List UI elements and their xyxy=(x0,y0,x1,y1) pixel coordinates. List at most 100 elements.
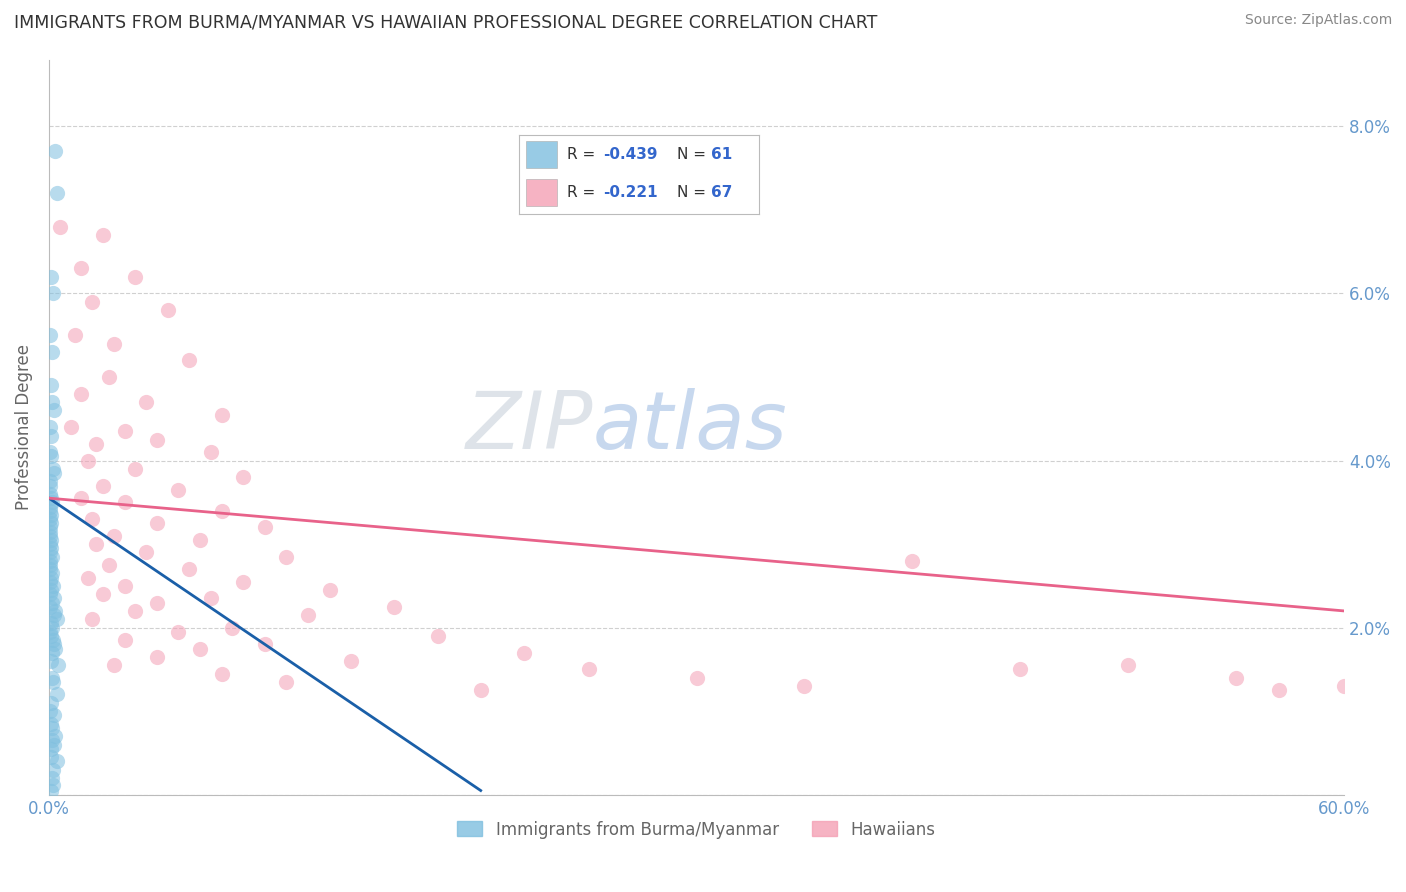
Point xyxy=(70,261,93,276)
Point xyxy=(1010,662,1032,676)
Point xyxy=(42,708,65,723)
Point xyxy=(41,733,63,747)
Point xyxy=(59,420,82,434)
Point xyxy=(470,683,492,698)
Point xyxy=(38,537,60,551)
Point xyxy=(41,395,63,409)
Point xyxy=(76,570,98,584)
Point xyxy=(103,658,125,673)
Point xyxy=(297,608,319,623)
Point xyxy=(91,227,114,242)
Point xyxy=(82,294,104,309)
Point xyxy=(211,666,233,681)
Point xyxy=(41,771,63,785)
Point xyxy=(188,641,211,656)
Point xyxy=(156,303,179,318)
Text: -0.439: -0.439 xyxy=(603,147,658,161)
Point xyxy=(124,604,146,618)
Point xyxy=(44,403,66,417)
Point xyxy=(1333,679,1355,693)
Point xyxy=(39,562,62,576)
Point xyxy=(63,328,86,343)
Point xyxy=(39,500,62,514)
Text: N =: N = xyxy=(678,185,711,200)
Point xyxy=(44,145,66,159)
Point xyxy=(426,629,449,643)
Text: ZIP: ZIP xyxy=(465,388,593,467)
Text: 61: 61 xyxy=(711,147,733,161)
Text: R =: R = xyxy=(567,147,600,161)
Point xyxy=(41,721,63,735)
Point xyxy=(41,621,63,635)
Point xyxy=(39,554,62,568)
Point xyxy=(39,378,62,392)
Text: -0.221: -0.221 xyxy=(603,185,658,200)
Point xyxy=(91,478,114,492)
Point xyxy=(39,716,62,731)
Legend: Immigrants from Burma/Myanmar, Hawaiians: Immigrants from Burma/Myanmar, Hawaiians xyxy=(451,814,942,846)
Point xyxy=(276,675,298,690)
Point xyxy=(44,604,66,618)
Bar xyxy=(526,178,557,205)
Point xyxy=(135,545,157,559)
Point xyxy=(82,612,104,626)
Point xyxy=(41,596,63,610)
Text: atlas: atlas xyxy=(593,388,787,467)
Point xyxy=(39,512,62,526)
Point xyxy=(39,491,62,505)
Point xyxy=(340,654,363,668)
Point xyxy=(44,738,66,752)
Point xyxy=(39,783,62,797)
Point xyxy=(45,754,67,768)
Point xyxy=(146,596,169,610)
Point xyxy=(41,549,63,564)
Point xyxy=(39,545,62,559)
Point xyxy=(82,512,104,526)
Point xyxy=(39,478,62,492)
Point xyxy=(70,491,93,505)
Point xyxy=(38,504,60,518)
Point xyxy=(39,508,62,522)
Point xyxy=(146,516,169,531)
Point xyxy=(39,587,62,601)
Point xyxy=(39,450,62,464)
Point xyxy=(42,591,65,606)
Point xyxy=(46,658,69,673)
Point xyxy=(39,520,62,534)
Point xyxy=(44,641,66,656)
Point xyxy=(114,579,136,593)
Point xyxy=(200,445,222,459)
Point xyxy=(124,462,146,476)
Point xyxy=(98,370,121,384)
Point xyxy=(39,529,62,543)
Point xyxy=(38,487,60,501)
Point xyxy=(578,662,600,676)
Point xyxy=(167,483,190,497)
Point xyxy=(39,582,62,597)
Point xyxy=(38,558,60,572)
Point xyxy=(41,495,63,509)
Point xyxy=(39,328,62,343)
Point xyxy=(41,566,63,581)
Point xyxy=(39,516,62,531)
Point xyxy=(39,654,62,668)
Point xyxy=(41,671,63,685)
Point xyxy=(44,729,66,743)
Point xyxy=(39,696,62,710)
Point xyxy=(42,633,65,648)
Text: R =: R = xyxy=(567,185,600,200)
Point xyxy=(179,353,201,368)
Point xyxy=(39,570,62,584)
Point xyxy=(276,549,298,564)
Point xyxy=(382,599,405,614)
Point xyxy=(44,608,66,623)
Point xyxy=(232,470,254,484)
Point xyxy=(38,420,60,434)
Point xyxy=(38,574,60,589)
Point xyxy=(76,453,98,467)
Point xyxy=(146,649,169,664)
Point xyxy=(41,646,63,660)
Point xyxy=(49,219,72,234)
Point xyxy=(86,537,108,551)
Point xyxy=(685,671,707,685)
